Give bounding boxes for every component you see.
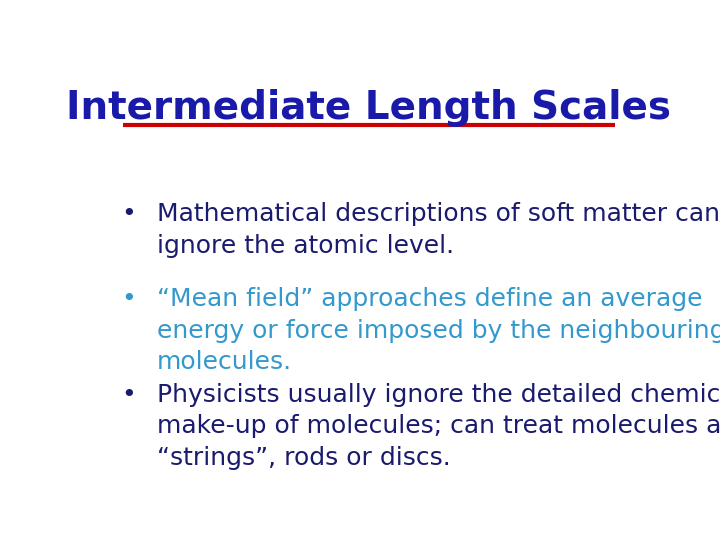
Text: •: • xyxy=(122,202,136,226)
Text: •: • xyxy=(122,287,136,311)
Text: Intermediate Length Scales: Intermediate Length Scales xyxy=(66,90,672,127)
Text: Physicists usually ignore the detailed chemical
make-up of molecules; can treat : Physicists usually ignore the detailed c… xyxy=(157,383,720,470)
Text: “Mean field” approaches define an average
energy or force imposed by the neighbo: “Mean field” approaches define an averag… xyxy=(157,287,720,374)
Text: •: • xyxy=(122,383,136,407)
Text: Mathematical descriptions of soft matter can
ignore the atomic level.: Mathematical descriptions of soft matter… xyxy=(157,202,720,258)
